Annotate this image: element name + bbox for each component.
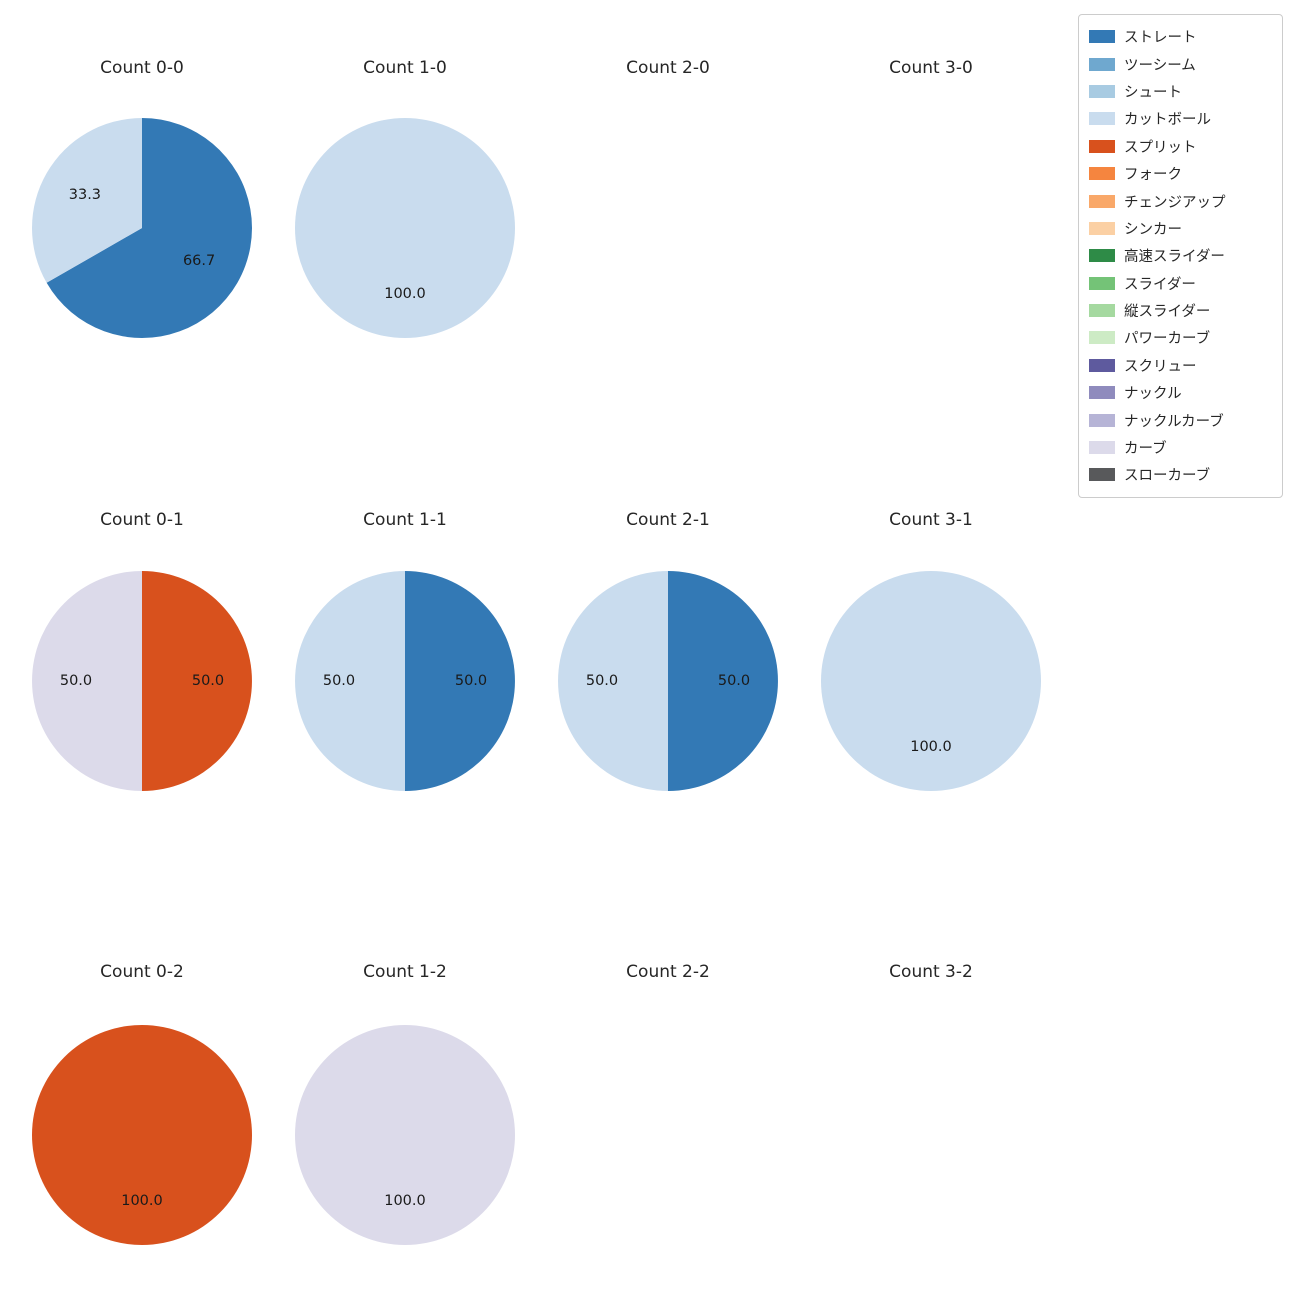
pie-slice bbox=[295, 571, 405, 791]
pie-slice bbox=[668, 571, 778, 791]
pie-chart: 50.0 50.0 bbox=[558, 571, 778, 791]
legend-item-label: スローカーブ bbox=[1124, 468, 1211, 485]
legend-item-label: パワーカーブ bbox=[1124, 331, 1211, 348]
pie-chart: 50.0 50.0 bbox=[295, 571, 515, 791]
chart-title: Count 3-1 bbox=[889, 510, 973, 530]
chart-title: Count 0-1 bbox=[100, 510, 184, 530]
legend-swatch-icon bbox=[1089, 413, 1115, 427]
legend-item-label: フォーク bbox=[1124, 167, 1182, 184]
legend-item: ツーシーム bbox=[1089, 50, 1272, 77]
pie-slice bbox=[32, 571, 142, 791]
chart-title: Count 3-2 bbox=[889, 962, 973, 982]
legend-item-label: チェンジアップ bbox=[1124, 194, 1226, 211]
legend-swatch-icon bbox=[1089, 30, 1115, 44]
pie-percentage-label: 100.0 bbox=[384, 286, 426, 302]
legend-item: シンカー bbox=[1089, 215, 1272, 242]
legend-swatch-icon bbox=[1089, 194, 1115, 208]
pie-slice bbox=[46, 118, 252, 338]
legend-item: スローカーブ bbox=[1089, 461, 1272, 488]
legend-swatch-icon bbox=[1089, 112, 1115, 126]
legend-swatch-icon bbox=[1089, 276, 1115, 290]
pie-percentage-label: 50.0 bbox=[323, 673, 355, 689]
legend-item-label: カーブ bbox=[1124, 441, 1167, 458]
legend-swatch-icon bbox=[1089, 84, 1115, 98]
pie-chart: 100.0 bbox=[295, 118, 515, 338]
chart-title: Count 0-2 bbox=[100, 962, 184, 982]
pie-percentage-label: 33.3 bbox=[69, 187, 101, 203]
legend-item-label: 高速スライダー bbox=[1124, 249, 1225, 266]
legend-item-label: 縦スライダー bbox=[1124, 304, 1211, 321]
legend-item-label: ツーシーム bbox=[1124, 57, 1196, 74]
legend-item: シュート bbox=[1089, 78, 1272, 105]
legend-item: チェンジアップ bbox=[1089, 187, 1272, 214]
pie-chart: 100.0 bbox=[821, 571, 1041, 791]
legend-item-label: シュート bbox=[1124, 84, 1182, 101]
legend-item-label: ナックル bbox=[1124, 386, 1182, 403]
legend-item: スライダー bbox=[1089, 270, 1272, 297]
legend-item: ナックルカーブ bbox=[1089, 406, 1272, 433]
legend-swatch-icon bbox=[1089, 57, 1115, 71]
legend-swatch-icon bbox=[1089, 167, 1115, 181]
legend-item-label: ストレート bbox=[1124, 30, 1197, 47]
legend-item-label: スプリット bbox=[1124, 139, 1197, 156]
pie-percentage-label: 66.7 bbox=[183, 253, 215, 269]
legend-item: ストレート bbox=[1089, 23, 1272, 50]
pie-chart: 50.0 50.0 bbox=[32, 571, 252, 791]
legend-item: カットボール bbox=[1089, 105, 1272, 132]
legend-swatch-icon bbox=[1089, 358, 1115, 372]
chart-title: Count 1-1 bbox=[363, 510, 447, 530]
legend-swatch-icon bbox=[1089, 468, 1115, 482]
legend-swatch-icon bbox=[1089, 331, 1115, 345]
legend-item: スクリュー bbox=[1089, 352, 1272, 379]
pie-slice bbox=[295, 118, 515, 338]
legend-swatch-icon bbox=[1089, 304, 1115, 318]
pie-chart: 66.7 33.3 bbox=[31, 118, 252, 338]
pie-slice bbox=[295, 1025, 515, 1245]
legend-item-label: ナックルカーブ bbox=[1124, 413, 1224, 430]
pie-percentage-label: 50.0 bbox=[60, 673, 92, 689]
pie-slice bbox=[558, 571, 668, 791]
pie-slice bbox=[32, 1025, 252, 1245]
chart-title: Count 2-0 bbox=[626, 58, 710, 78]
legend-item-label: シンカー bbox=[1124, 221, 1182, 238]
chart-title: Count 3-0 bbox=[889, 58, 973, 78]
legend: ストレートツーシームシュートカットボール スプリットフォークチェンジアップ シンカー… bbox=[1078, 14, 1283, 498]
pie-percentage-label: 100.0 bbox=[121, 1193, 163, 1209]
pie-slice bbox=[142, 571, 252, 791]
pie-percentage-label: 50.0 bbox=[718, 673, 750, 689]
legend-item: フォーク bbox=[1089, 160, 1272, 187]
legend-item: ナックル bbox=[1089, 379, 1272, 406]
legend-item: 高速スライダー bbox=[1089, 242, 1272, 269]
pie-chart: 100.0 bbox=[295, 1025, 515, 1245]
pie-percentage-label: 50.0 bbox=[455, 673, 487, 689]
legend-item: スプリット bbox=[1089, 133, 1272, 160]
legend-swatch-icon bbox=[1089, 386, 1115, 400]
pie-percentage-label: 50.0 bbox=[192, 673, 224, 689]
legend-swatch-icon bbox=[1089, 139, 1115, 153]
chart-title: Count 1-2 bbox=[363, 962, 447, 982]
legend-item: カーブ bbox=[1089, 434, 1272, 461]
pie-percentage-label: 100.0 bbox=[384, 1193, 426, 1209]
pie-chart: 100.0 bbox=[32, 1025, 252, 1245]
legend-swatch-icon bbox=[1089, 441, 1115, 455]
pie-slice bbox=[821, 571, 1041, 791]
legend-item: パワーカーブ bbox=[1089, 324, 1272, 351]
legend-item-label: カットボール bbox=[1124, 112, 1211, 129]
legend-swatch-icon bbox=[1089, 249, 1115, 263]
pie-percentage-label: 100.0 bbox=[910, 739, 952, 755]
chart-title: Count 2-1 bbox=[626, 510, 710, 530]
pie-percentage-label: 50.0 bbox=[586, 673, 618, 689]
pie-slice bbox=[405, 571, 515, 791]
legend-item-label: スクリュー bbox=[1124, 358, 1197, 375]
legend-swatch-icon bbox=[1089, 221, 1115, 235]
legend-item: 縦スライダー bbox=[1089, 297, 1272, 324]
chart-title: Count 1-0 bbox=[363, 58, 447, 78]
chart-title: Count 0-0 bbox=[100, 58, 184, 78]
pie-slice bbox=[31, 118, 142, 283]
legend-item-label: スライダー bbox=[1124, 276, 1196, 293]
chart-title: Count 2-2 bbox=[626, 962, 710, 982]
